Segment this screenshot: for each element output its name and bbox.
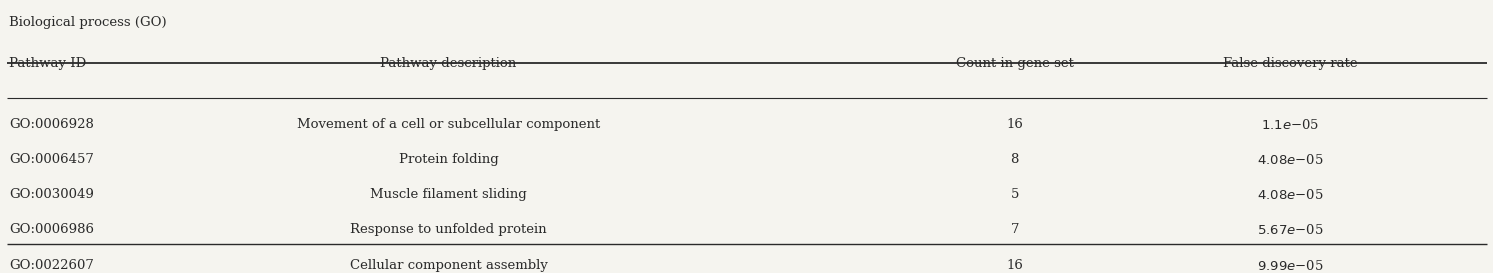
Text: 8: 8 [1011,153,1018,166]
Text: Response to unfolded protein: Response to unfolded protein [351,224,546,236]
Text: Protein folding: Protein folding [399,153,499,166]
Text: GO:0006457: GO:0006457 [9,153,94,166]
Text: $4.08\mathit{e}$−05: $4.08\mathit{e}$−05 [1257,188,1324,202]
Text: 16: 16 [1006,118,1023,131]
Text: Pathway ID: Pathway ID [9,57,87,70]
Text: Biological process (GO): Biological process (GO) [9,16,166,29]
Text: GO:0022607: GO:0022607 [9,259,94,272]
Text: 16: 16 [1006,259,1023,272]
Text: Movement of a cell or subcellular component: Movement of a cell or subcellular compon… [297,118,600,131]
Text: Cellular component assembly: Cellular component assembly [349,259,548,272]
Text: $1.1\mathit{e}$−05: $1.1\mathit{e}$−05 [1262,118,1320,132]
Text: Pathway description: Pathway description [381,57,517,70]
Text: GO:0006986: GO:0006986 [9,224,94,236]
Text: $5.67\mathit{e}$−05: $5.67\mathit{e}$−05 [1257,224,1324,238]
Text: 5: 5 [1011,188,1018,201]
Text: GO:0030049: GO:0030049 [9,188,94,201]
Text: 7: 7 [1011,224,1020,236]
Text: $9.99\mathit{e}$−05: $9.99\mathit{e}$−05 [1257,259,1324,273]
Text: $4.08\mathit{e}$−05: $4.08\mathit{e}$−05 [1257,153,1324,167]
Text: False discovery rate: False discovery rate [1223,57,1357,70]
Text: Muscle filament sliding: Muscle filament sliding [370,188,527,201]
Text: Count in gene set: Count in gene set [956,57,1073,70]
Text: GO:0006928: GO:0006928 [9,118,94,131]
